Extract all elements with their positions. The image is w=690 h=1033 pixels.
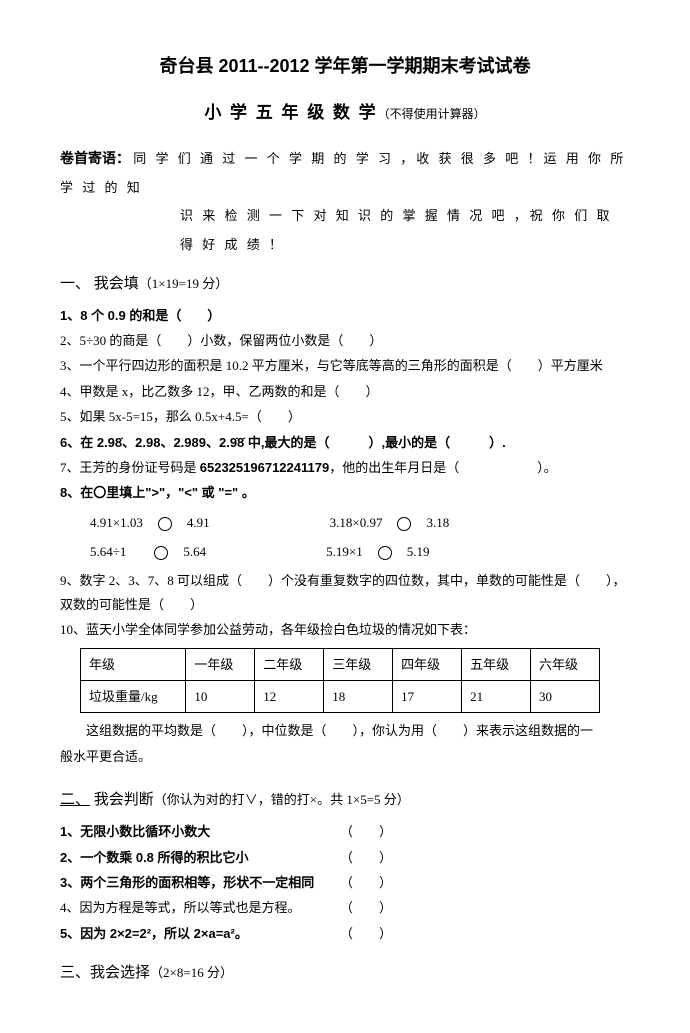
judge-paren: （ ） [340, 871, 392, 894]
preface-line-1: 同 学 们 通 过 一 个 学 期 的 学 习 ，收 获 很 多 吧 ！运 用 … [60, 151, 626, 195]
preface-label: 卷首寄语： [60, 150, 130, 166]
th-6: 六年级 [530, 648, 599, 680]
th-3: 三年级 [324, 648, 393, 680]
section-1-info: （1×19=19 分） [139, 276, 228, 291]
judge-paren: （ ） [340, 922, 392, 945]
cmp-3: 5.64÷1 5.64 [90, 540, 206, 563]
td-4: 21 [462, 681, 531, 713]
cmp-3-r: 5.64 [183, 544, 206, 559]
td-0: 10 [186, 681, 255, 713]
cmp-2: 3.18×0.97 3.18 [330, 511, 450, 534]
section-2-name: 我会判断 [94, 791, 154, 808]
q2: 2、5÷30 的商是（ ）小数，保留两位小数是（ ） [60, 329, 630, 352]
q9: 9、数字 2、3、7、8 可以组成（ ）个没有重复数字的四位数，其中，单数的可能… [60, 569, 630, 616]
cmp-1-l: 4.91×1.03 [90, 515, 143, 530]
section-2-num: 二、 [60, 792, 90, 808]
section-1-num: 一、 [60, 276, 90, 292]
cmp-4-r: 5.19 [407, 544, 430, 559]
judge-2: 2、一个数乘 0.8 所得的积比它小（ ） [60, 846, 630, 869]
table-row: 年级 一年级 二年级 三年级 四年级 五年级 六年级 [81, 648, 600, 680]
judge-2-text: 2、一个数乘 0.8 所得的积比它小 [60, 846, 340, 869]
td-3: 17 [393, 681, 462, 713]
cmp-4: 5.19×1 5.19 [326, 540, 429, 563]
judge-paren: （ ） [340, 820, 392, 843]
q7: 7、王芳的身份证号码是 652325196712241179，他的出生年月日是（… [60, 456, 630, 479]
judge-4-text: 4、因为方程是等式，所以等式也是方程。 [60, 896, 340, 919]
th-5: 五年级 [462, 648, 531, 680]
page-title: 奇台县 2011--2012 学年第一学期期末考试试卷 [60, 50, 630, 82]
td-5: 30 [530, 681, 599, 713]
cmp-2-l: 3.18×0.97 [330, 515, 383, 530]
q5: 5、如果 5x-5=15，那么 0.5x+4.5=（ ） [60, 405, 630, 428]
page-subtitle: 小 学 五 年 级 数 学（不得使用计算器） [60, 98, 630, 129]
th-4: 四年级 [393, 648, 462, 680]
q10-after-1: 这组数据的平均数是（ ），中位数是（ ），你认为用（ ）来表示这组数据的一 [60, 719, 630, 742]
q3: 3、一个平行四边形的面积是 10.2 平方厘米，与它等底等高的三角形的面积是（ … [60, 354, 630, 377]
td-2: 18 [324, 681, 393, 713]
section-1-heading: 一、 我会填（1×19=19 分） [60, 270, 630, 298]
grade-table: 年级 一年级 二年级 三年级 四年级 五年级 六年级 垃圾重量/kg 10 12… [80, 648, 600, 714]
subtitle-note: （不得使用计算器） [378, 107, 486, 121]
cmp-3-l: 5.64÷1 [90, 544, 126, 559]
judge-1: 1、无限小数比循环小数大（ ） [60, 820, 630, 843]
section-2-info: （你认为对的打∨，错的打×。共 1×5=5 分） [154, 792, 410, 807]
judge-5: 5、因为 2×2=2²，所以 2×a=a²。（ ） [60, 922, 630, 945]
section-3-num: 三、 [60, 965, 90, 981]
table-row: 垃圾重量/kg 10 12 18 17 21 30 [81, 681, 600, 713]
compare-circle-icon [378, 546, 392, 560]
q10-intro: 10、蓝天小学全体同学参加公益劳动，各年级捡白色垃圾的情况如下表： [60, 618, 630, 641]
compare-circle-icon [158, 517, 172, 531]
th-1: 一年级 [186, 648, 255, 680]
judge-5-text: 5、因为 2×2=2²，所以 2×a=a²。 [60, 922, 340, 945]
compare-circle-icon [154, 546, 168, 560]
td-1: 12 [255, 681, 324, 713]
judge-1-text: 1、无限小数比循环小数大 [60, 820, 340, 843]
section-3-name: 我会选择 [90, 964, 150, 981]
q8: 8、在〇里填上">"，"<" 或 "=" 。 [60, 481, 630, 504]
cmp-1: 4.91×1.03 4.91 [90, 511, 210, 534]
section-3-heading: 三、我会选择（2×8=16 分） [60, 959, 630, 987]
judge-4: 4、因为方程是等式，所以等式也是方程。（ ） [60, 896, 630, 919]
judge-3-text: 3、两个三角形的面积相等，形状不一定相同 [60, 871, 340, 894]
cmp-2-r: 3.18 [427, 515, 450, 530]
th-2: 二年级 [255, 648, 324, 680]
preface-line-2: 识 来 检 测 一 下 对 知 识 的 掌 握 情 况 吧 ，祝 你 们 取 得… [60, 202, 630, 259]
q7-id: 652325196712241179 [200, 460, 329, 475]
q4: 4、甲数是 x，比乙数多 12，甲、乙两数的和是（ ） [60, 380, 630, 403]
q1: 1、8 个 0.9 的和是（ ） [60, 304, 630, 327]
cmp-4-l: 5.19×1 [326, 544, 363, 559]
subtitle-main: 小 学 五 年 级 数 学 [204, 103, 377, 122]
judge-paren: （ ） [340, 896, 392, 919]
compare-row-2: 5.64÷1 5.64 5.19×1 5.19 [90, 540, 630, 563]
section-2-heading: 二、 我会判断（你认为对的打∨，错的打×。共 1×5=5 分） [60, 786, 630, 814]
exam-page: 奇台县 2011--2012 学年第一学期期末考试试卷 小 学 五 年 级 数 … [0, 0, 690, 1033]
section-3-info: （2×8=16 分） [150, 965, 233, 980]
td-label: 垃圾重量/kg [81, 681, 186, 713]
th-0: 年级 [81, 648, 186, 680]
compare-circle-icon [397, 517, 411, 531]
cmp-1-r: 4.91 [187, 515, 210, 530]
preface: 卷首寄语： 同 学 们 通 过 一 个 学 期 的 学 习 ，收 获 很 多 吧… [60, 143, 630, 260]
section-1-name: 我会填 [94, 275, 139, 292]
q6: 6、在 2.98̇、2.98、2.989、2.9̇8̇ 中,最大的是（ ）,最小… [60, 431, 630, 454]
compare-row-1: 4.91×1.03 4.91 3.18×0.97 3.18 [90, 511, 630, 534]
judge-paren: （ ） [340, 846, 392, 869]
judge-3: 3、两个三角形的面积相等，形状不一定相同（ ） [60, 871, 630, 894]
q10-after-2: 般水平更合适。 [60, 745, 630, 768]
